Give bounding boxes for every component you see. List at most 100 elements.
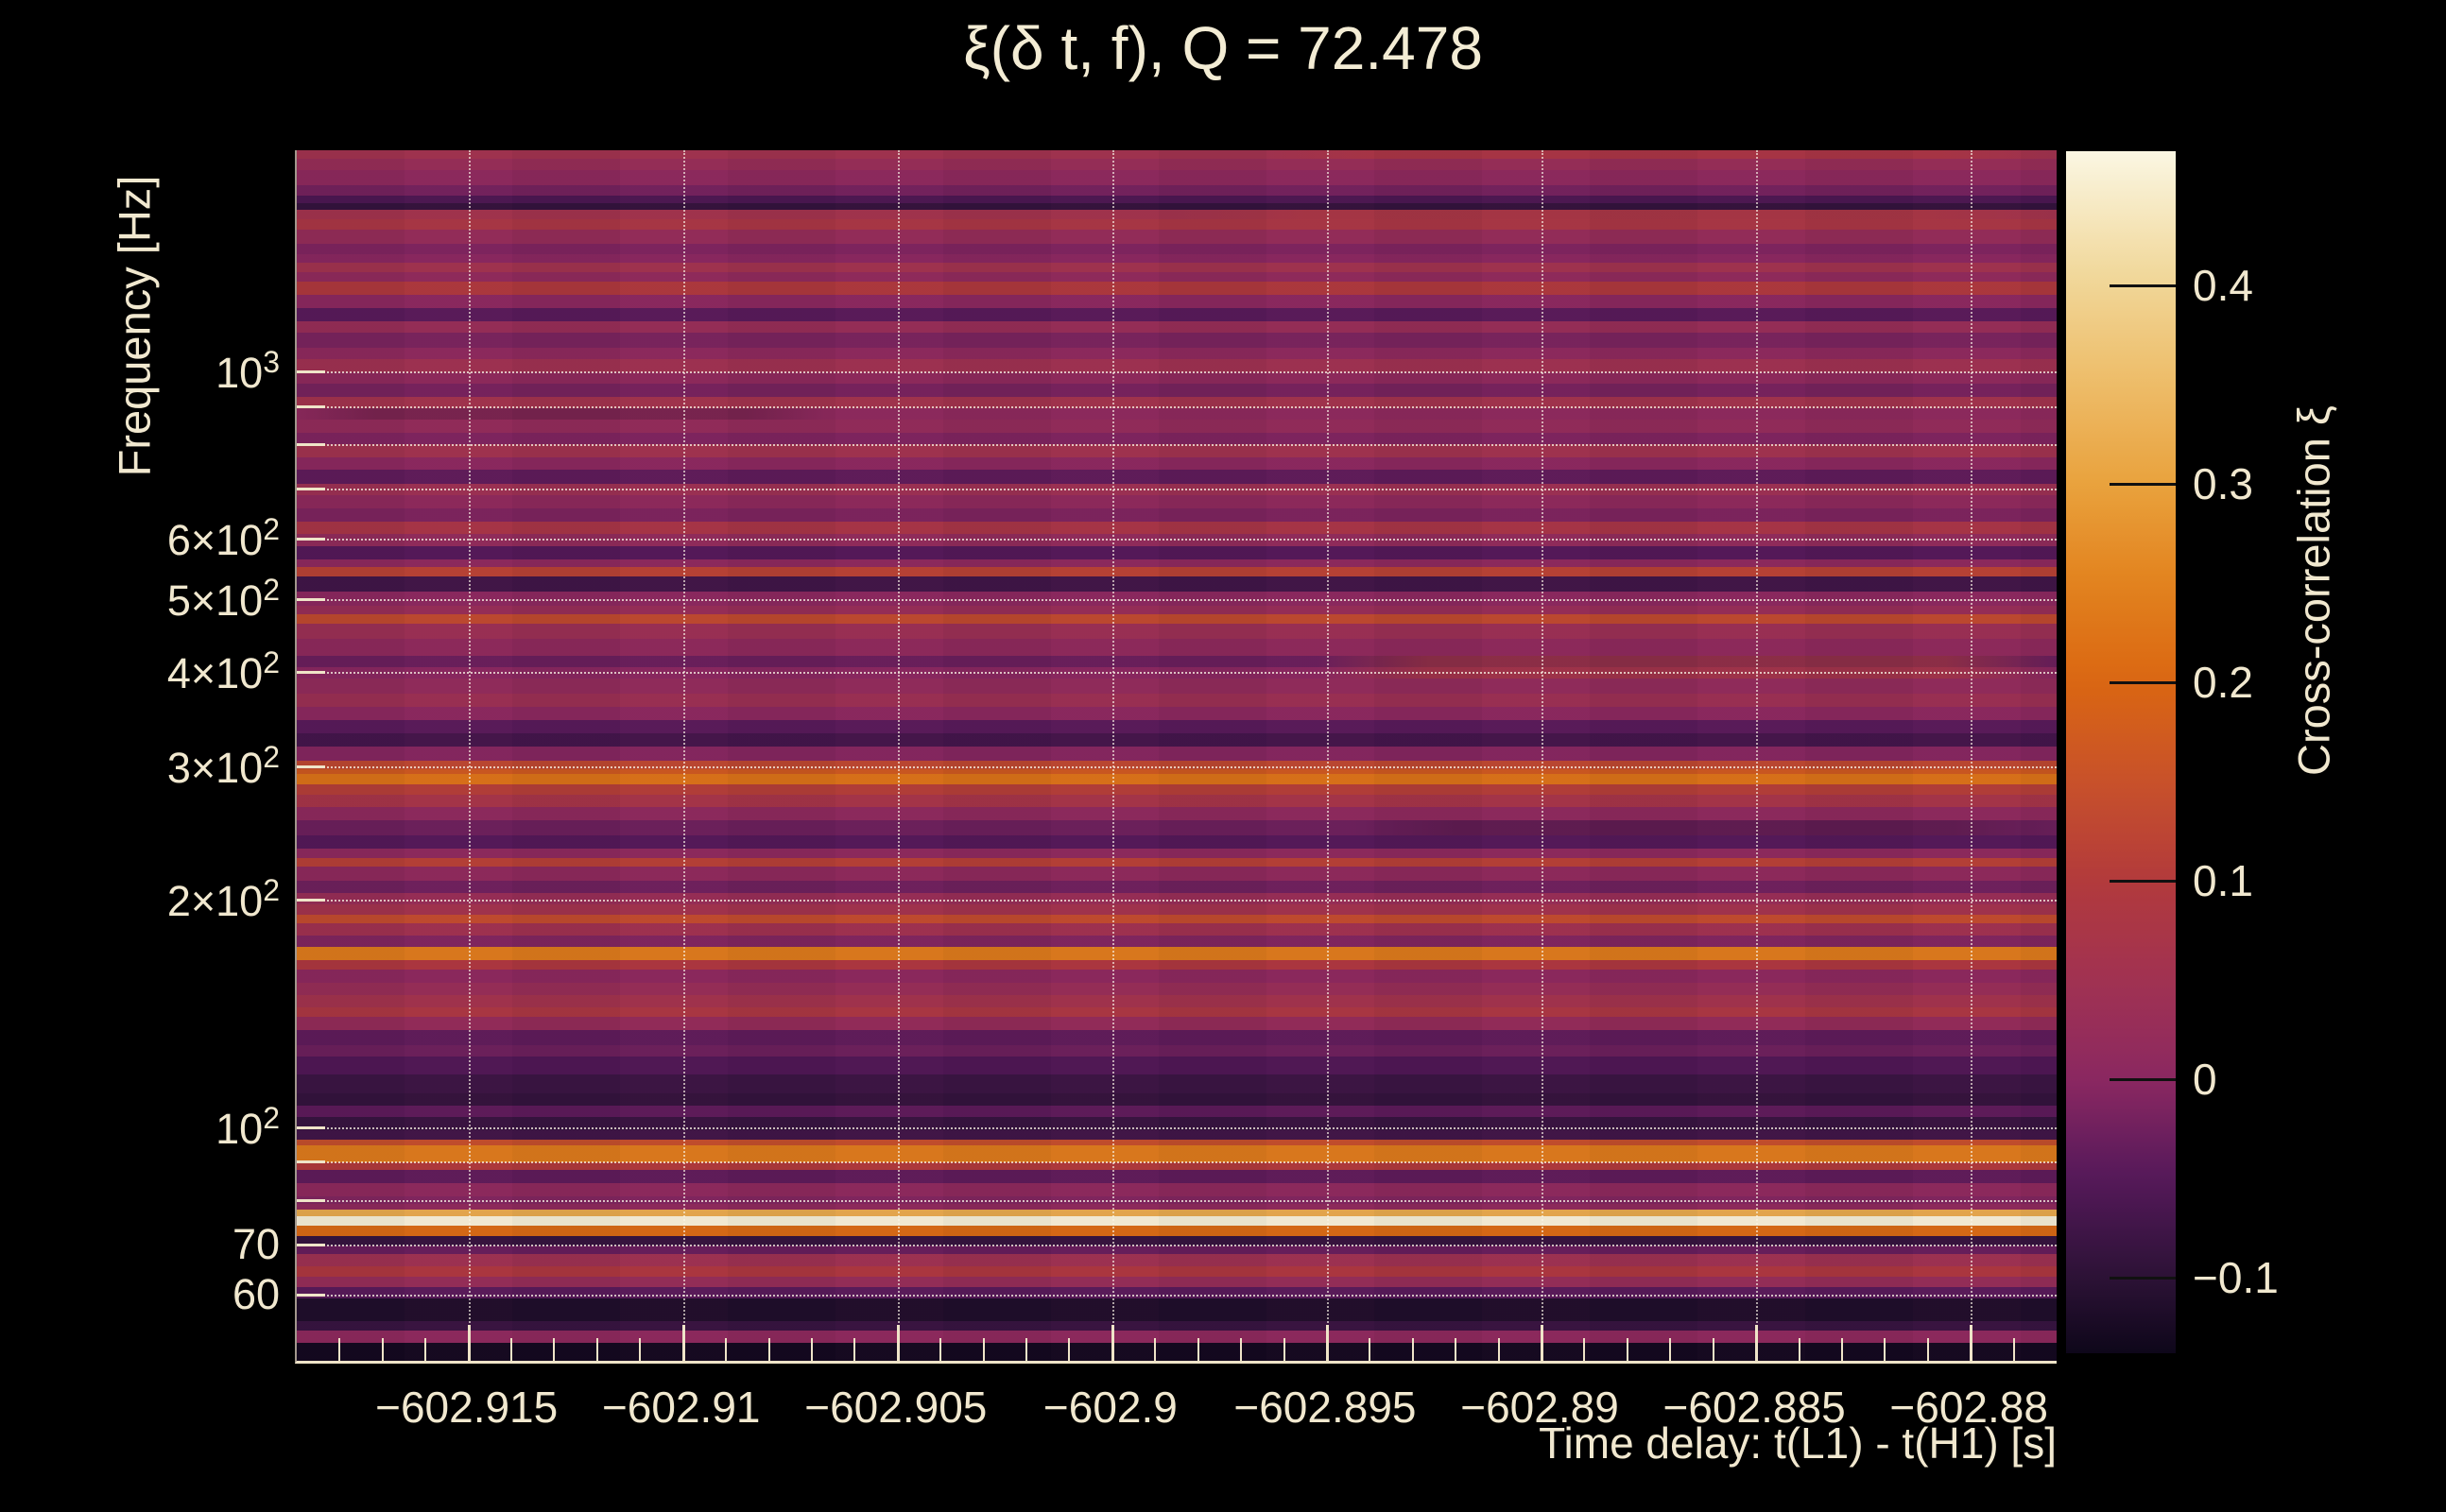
y-axis-tick: [297, 1243, 325, 1246]
heatmap-stripe: [297, 209, 2057, 220]
x-tick-label: −602.88: [1889, 1383, 2048, 1432]
heatmap-stripe: [297, 444, 2057, 458]
x-axis-minor-tick: [1497, 1338, 1500, 1361]
heatmap-stripe: [297, 1161, 2057, 1171]
y-tick-label: 5×102: [166, 572, 280, 625]
heatmap-stripe: [297, 733, 2057, 747]
x-axis-minor-tick: [1369, 1338, 1371, 1361]
heatmap-stripe: [297, 521, 2057, 535]
heatmap-stripe: [297, 271, 2057, 283]
heatmap-stripe: [297, 219, 2057, 231]
heatmap-stripe: [297, 407, 2057, 421]
heatmap-stripe: [297, 263, 2057, 273]
heatmap-stripe: [297, 507, 2057, 523]
y-axis-tick: [297, 1199, 325, 1203]
horizontal-gridline: [297, 672, 2057, 675]
heatmap-stripe: [297, 656, 2057, 668]
colorbar-tick: [2110, 1078, 2176, 1082]
heatmap-stripe: [297, 1139, 2057, 1146]
x-axis-minor-tick: [1626, 1338, 1628, 1361]
colorbar-tick: [2110, 880, 2176, 884]
heatmap-stripe: [297, 1203, 2057, 1211]
vertical-gridline: [1756, 150, 1759, 1361]
heatmap-column-modulation: [297, 150, 2057, 1361]
y-axis-tick: [297, 765, 325, 769]
heatmap-stripe: [297, 915, 2057, 924]
heatmap-stripe: [297, 623, 2057, 640]
y-tick-label: 2×102: [166, 873, 280, 926]
heatmap-stripe: [297, 1170, 2057, 1184]
heatmap-stripe: [297, 719, 2057, 734]
heatmap-stripe: [297, 858, 2057, 868]
x-axis-minor-tick: [1583, 1338, 1586, 1361]
heatmap-stripe: [297, 567, 2057, 577]
x-axis-minor-tick: [1455, 1338, 1457, 1361]
x-tick-label: −602.89: [1460, 1383, 1619, 1432]
chart-title: ξ(δ t, f), Q = 72.478: [963, 14, 1483, 82]
heatmap-stripe: [297, 746, 2057, 763]
heatmap-texture-patch: [1265, 150, 2057, 159]
y-axis-tick: [297, 404, 325, 408]
heatmap-stripe: [297, 959, 2057, 971]
x-axis-minor-tick: [1970, 1338, 1972, 1361]
heatmap-stripe: [297, 470, 2057, 485]
x-tick-label: −602.9: [1042, 1383, 1178, 1432]
horizontal-gridline: [297, 444, 2057, 447]
horizontal-gridline: [297, 598, 2057, 601]
horizontal-gridline: [297, 900, 2057, 902]
vertical-gridline: [1542, 150, 1544, 1361]
heatmap-stripe: [297, 307, 2057, 322]
x-axis-minor-tick: [1926, 1338, 1929, 1361]
heatmap-stripe: [297, 1106, 2057, 1118]
colorbar: [2066, 151, 2176, 1353]
horizontal-gridline: [297, 766, 2057, 769]
heatmap-stripe: [297, 819, 2057, 837]
x-axis-minor-tick: [1798, 1338, 1800, 1361]
heatmap-stripe: [297, 282, 2057, 296]
heatmap-stripe: [297, 605, 2057, 615]
heatmap-stripe: [297, 243, 2057, 255]
colorbar-tick: [2110, 284, 2176, 287]
heatmap-stripe: [297, 576, 2057, 593]
y-axis-tick: [297, 671, 325, 675]
heatmap-stripe: [297, 768, 2057, 776]
x-axis-minor-tick: [1712, 1338, 1714, 1361]
x-axis-minor-tick: [424, 1338, 427, 1361]
heatmap-stripe: [297, 982, 2057, 996]
horizontal-gridline: [297, 488, 2057, 490]
x-axis-minor-tick: [896, 1338, 899, 1361]
y-tick-label: 60: [232, 1270, 280, 1319]
x-axis-minor-tick: [1411, 1338, 1414, 1361]
y-axis-tick: [297, 1125, 325, 1129]
x-axis-minor-tick: [553, 1338, 556, 1361]
x-axis-minor-tick: [1541, 1338, 1543, 1361]
heatmap-stripe: [297, 1253, 2057, 1267]
x-axis-minor-tick: [1197, 1338, 1199, 1361]
heatmap-stripe: [297, 904, 2057, 916]
heatmap-stripe: [297, 1297, 2057, 1322]
heatmap-stripe: [297, 1235, 2057, 1246]
x-axis-minor-tick: [681, 1338, 684, 1361]
heatmap-texture-patch: [297, 407, 825, 421]
colorbar-tick: [2110, 681, 2176, 685]
heatmap-stripe: [297, 320, 2057, 334]
heatmap-stripe: [297, 848, 2057, 859]
heatmap-stripe: [297, 923, 2057, 936]
heatmap-stripe: [297, 1144, 2057, 1163]
x-axis-minor-tick: [1111, 1338, 1113, 1361]
vertical-gridline: [897, 150, 900, 1361]
heatmap-stripe: [297, 546, 2057, 560]
heatmap-stripe: [297, 1342, 2057, 1361]
heatmap-stripe: [297, 1210, 2057, 1217]
x-tick-label: −602.905: [804, 1383, 988, 1432]
horizontal-gridline: [297, 1244, 2057, 1246]
y-axis-tick: [297, 487, 325, 490]
y-axis-tick: [297, 1160, 325, 1164]
x-tick-label: −602.885: [1662, 1383, 1846, 1432]
x-axis-minor-tick: [1755, 1338, 1758, 1361]
x-axis-minor-tick: [595, 1338, 598, 1361]
x-axis-minor-tick: [510, 1338, 513, 1361]
heatmap-stripe: [297, 456, 2057, 471]
heatmap-stripe: [297, 835, 2057, 850]
x-tick-label: −602.91: [601, 1383, 761, 1432]
